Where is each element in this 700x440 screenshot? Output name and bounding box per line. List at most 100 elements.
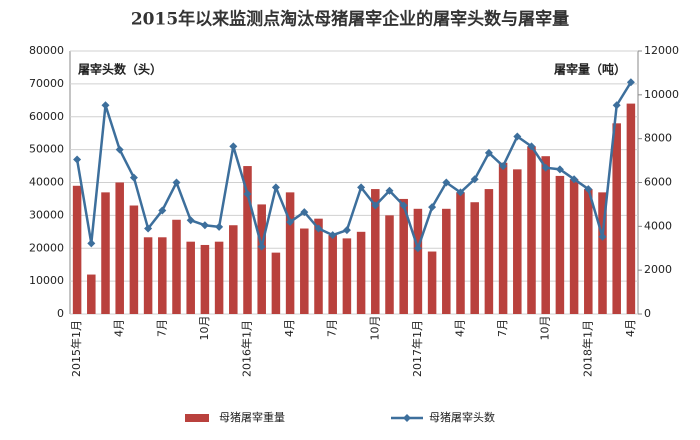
bar xyxy=(143,237,153,314)
marker xyxy=(570,175,579,184)
x-tick-label: 4月 xyxy=(113,319,126,337)
bar xyxy=(328,235,337,314)
x-tick-label: 7月 xyxy=(496,319,509,337)
bar xyxy=(285,192,295,314)
y-tick-label: 50000 xyxy=(29,143,64,156)
y2-tick-label: 4000 xyxy=(644,219,672,232)
bar xyxy=(385,215,394,314)
x-tick-label: 4月 xyxy=(283,319,296,337)
bar xyxy=(314,218,323,314)
marker xyxy=(186,216,195,225)
bar xyxy=(470,202,479,314)
marker xyxy=(314,224,323,233)
y-tick-label: 40000 xyxy=(29,176,64,189)
marker xyxy=(371,201,380,210)
marker xyxy=(115,145,124,154)
marker xyxy=(144,224,153,233)
bar xyxy=(498,162,508,314)
bar xyxy=(186,241,195,314)
marker xyxy=(357,183,366,192)
x-tick-label: 2018年1月 xyxy=(580,320,594,377)
marker xyxy=(428,203,437,212)
chart-title: 2015年以来监测点淘汰母猪屠宰企业的屠宰头数与屠宰量 xyxy=(131,9,569,30)
bar xyxy=(172,219,181,314)
x-tick-label: 4月 xyxy=(454,319,467,337)
marker xyxy=(484,148,493,157)
bar xyxy=(87,274,96,314)
bar xyxy=(72,185,82,314)
bar xyxy=(399,198,408,314)
bar xyxy=(584,189,593,314)
bar xyxy=(158,237,167,314)
marker xyxy=(598,232,607,241)
marker xyxy=(385,186,394,195)
y2-tick-label: 0 xyxy=(644,307,651,320)
bar xyxy=(555,175,565,314)
marker xyxy=(271,183,280,192)
marker xyxy=(257,242,266,251)
marker xyxy=(470,175,479,184)
y-tick-label: 10000 xyxy=(29,274,64,287)
marker xyxy=(399,201,408,210)
bar xyxy=(598,192,607,314)
bar xyxy=(484,189,494,314)
marker xyxy=(442,178,451,187)
x-tick-label: 2015年1月 xyxy=(69,320,83,377)
bar xyxy=(413,208,423,314)
bar xyxy=(101,192,110,314)
y2-tick-label: 8000 xyxy=(644,132,672,145)
bar xyxy=(442,208,451,314)
marker xyxy=(101,101,110,110)
bar xyxy=(513,169,522,314)
bar xyxy=(371,189,380,314)
legend-swatch xyxy=(185,414,209,422)
marker xyxy=(73,155,82,164)
marker xyxy=(584,185,593,194)
x-tick-label: 10月 xyxy=(198,316,211,341)
marker xyxy=(286,217,295,226)
marker xyxy=(555,165,564,174)
marker xyxy=(158,206,167,215)
x-tick-label: 4月 xyxy=(624,319,637,337)
x-tick-label: 10月 xyxy=(539,316,552,341)
x-tick-label: 2017年1月 xyxy=(410,320,424,377)
bar xyxy=(300,228,309,314)
marker xyxy=(243,190,252,199)
y2-tick-label: 2000 xyxy=(644,263,672,276)
legend-label: 母猪屠宰头数 xyxy=(429,410,495,424)
bar xyxy=(342,238,352,314)
marker xyxy=(215,222,224,231)
bar xyxy=(200,244,210,314)
y-tick-label: 20000 xyxy=(29,241,64,254)
x-tick-label: 7月 xyxy=(155,319,168,337)
y2-tick-label: 6000 xyxy=(644,176,672,189)
bar xyxy=(115,182,124,314)
bar xyxy=(569,179,579,314)
y2-tick-label: 12000 xyxy=(644,44,679,57)
bar xyxy=(427,251,437,314)
marker xyxy=(499,162,508,171)
marker xyxy=(612,101,621,110)
bar xyxy=(243,166,252,314)
bar xyxy=(257,204,266,314)
y-tick-label: 0 xyxy=(57,307,64,320)
y-tick-label: 60000 xyxy=(29,110,64,123)
bar xyxy=(541,156,550,314)
x-tick-label: 7月 xyxy=(326,319,339,337)
bar xyxy=(214,241,224,314)
marker xyxy=(413,244,422,253)
marker xyxy=(527,142,536,151)
x-tick-label: 10月 xyxy=(368,316,381,341)
y-tick-label: 30000 xyxy=(29,208,64,221)
bar xyxy=(356,231,366,314)
bar xyxy=(612,123,621,314)
bar xyxy=(626,103,636,314)
legend-marker xyxy=(403,414,411,422)
y2-axis-title: 屠宰量（吨） xyxy=(554,62,626,77)
bar xyxy=(129,205,139,314)
marker xyxy=(87,239,96,248)
bar xyxy=(527,146,536,314)
marker xyxy=(541,163,550,172)
marker xyxy=(342,226,351,235)
